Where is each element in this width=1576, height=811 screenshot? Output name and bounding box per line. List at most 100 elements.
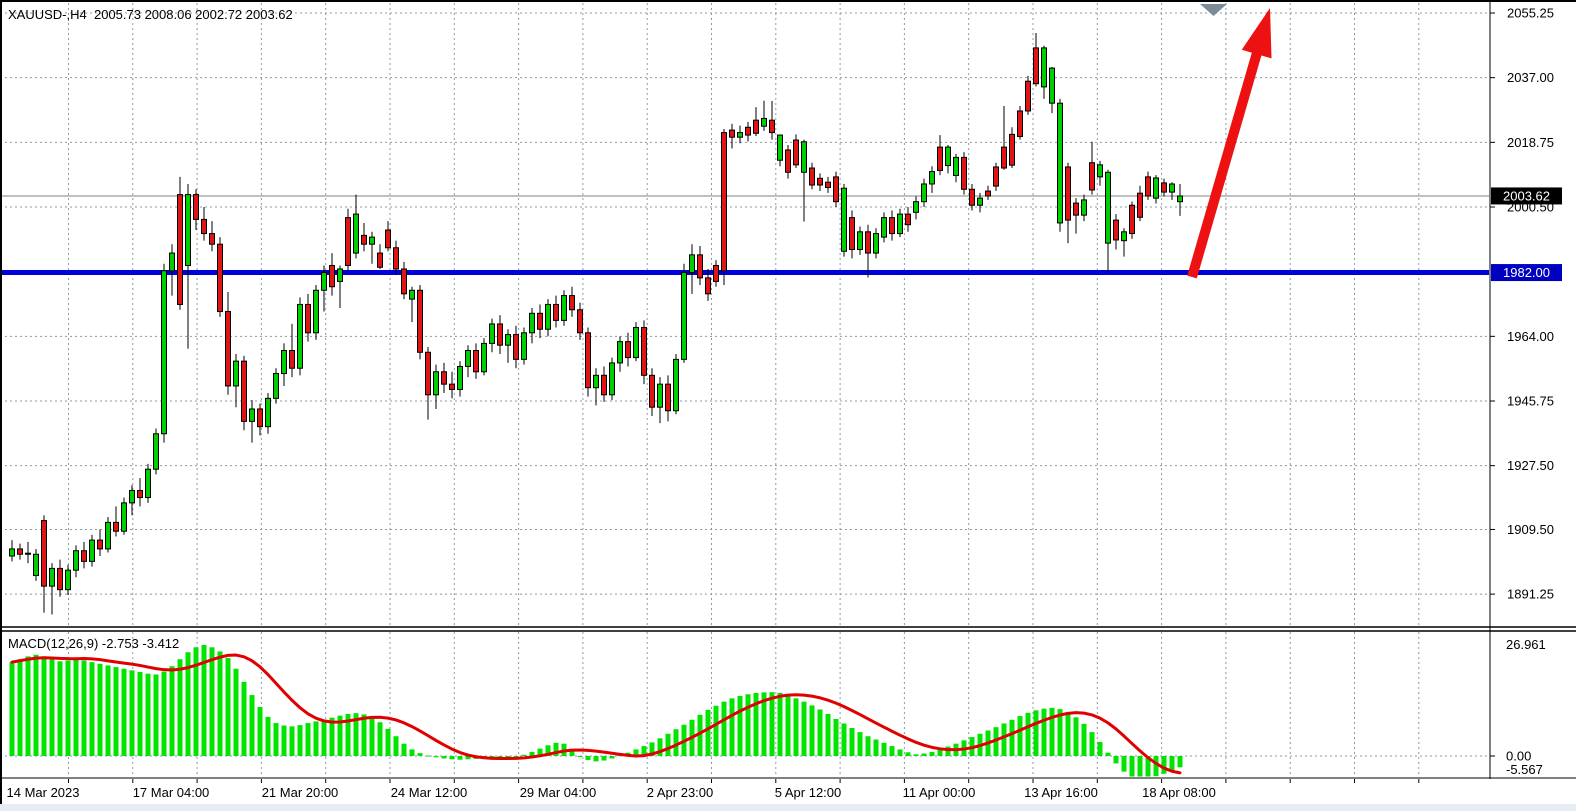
candle-body <box>993 166 999 187</box>
macd-bar <box>177 659 183 756</box>
candle-body <box>521 332 527 360</box>
macd-bar <box>257 707 263 756</box>
macd-bar <box>113 667 119 756</box>
candle-body <box>889 217 895 235</box>
macd-bar <box>513 756 519 757</box>
macd-bar <box>289 726 295 756</box>
candle-body <box>921 183 927 203</box>
macd-bar <box>1145 756 1151 777</box>
candle-body <box>1105 171 1111 244</box>
macd-bar <box>457 756 463 760</box>
candle-body <box>473 350 479 373</box>
candle-body <box>1161 182 1167 193</box>
candle-body <box>673 358 679 412</box>
candle-body <box>1065 166 1071 221</box>
macd-bar <box>345 714 351 756</box>
trend-arrow[interactable] <box>1187 8 1272 279</box>
macd-bar <box>369 717 375 756</box>
macd-bar <box>657 738 663 756</box>
macd-bar <box>233 668 239 756</box>
candle-body <box>697 254 703 279</box>
candle-body <box>185 194 191 266</box>
price-axis-bg[interactable] <box>1490 2 1576 779</box>
price-axis[interactable]: 2055.252037.002018.752000.501964.001945.… <box>1489 2 1576 779</box>
candle-body <box>217 243 223 313</box>
candle-body <box>9 548 15 557</box>
macd-bar <box>1177 756 1183 768</box>
macd-bar <box>1161 756 1167 774</box>
candle-body <box>953 156 959 176</box>
candle-body <box>593 374 599 389</box>
macd-bar <box>545 745 551 756</box>
candle-body <box>457 365 463 390</box>
current-price-badge <box>1491 187 1562 205</box>
macd-bar <box>1041 708 1047 756</box>
candle-body <box>1025 80 1031 112</box>
candlesticks <box>9 33 1183 615</box>
candle-body <box>209 233 215 245</box>
candle-body <box>897 213 903 235</box>
macd-bar <box>1113 756 1119 764</box>
candle-body <box>1153 177 1159 199</box>
candle-body <box>961 156 967 190</box>
arrow-shaft[interactable] <box>1187 45 1264 279</box>
candle-body <box>865 231 871 254</box>
candle-body <box>169 252 175 272</box>
candle-body <box>1033 47 1039 85</box>
candle-body <box>665 383 671 412</box>
candle-body <box>193 194 199 220</box>
macd-bar <box>1001 723 1007 756</box>
macd-bar <box>737 695 743 756</box>
macd-signal-line <box>10 653 1182 775</box>
candle-body <box>201 218 207 235</box>
macd-bar <box>73 658 79 756</box>
candle-body <box>817 177 823 186</box>
macd-bar <box>497 756 503 758</box>
arrow-head[interactable] <box>1241 8 1272 59</box>
candle-body <box>793 139 799 166</box>
current-price-badge-label: 2003.62 <box>1503 188 1550 203</box>
candle-body <box>1137 192 1143 218</box>
macd-bar <box>1121 756 1127 772</box>
macd-grid <box>0 632 1489 777</box>
candle-body <box>49 567 55 587</box>
candle-body <box>577 309 583 334</box>
macd-bar <box>9 662 15 756</box>
macd-bar <box>937 749 943 756</box>
candle-body <box>1121 231 1127 242</box>
chart-title-ohlc: XAUUSD-,H4 2005.73 2008.06 2002.72 2003.… <box>8 7 293 22</box>
candle-body <box>425 351 431 396</box>
candle-body <box>1081 199 1087 216</box>
candle-body <box>1129 204 1135 235</box>
candle-body <box>729 129 735 138</box>
time-axis[interactable]: 14 Mar 2023 17 Mar 04:00 21 Mar 20:00 24 Ma… <box>0 777 1576 800</box>
bottom-strip <box>0 804 1576 811</box>
macd-bar <box>209 647 215 756</box>
candle-body <box>625 341 631 359</box>
support-price-badge-label: 1982.00 <box>1503 265 1550 280</box>
candle-body <box>561 295 567 321</box>
macd-bar <box>1009 719 1015 756</box>
time-axis-label: 14 Mar 2023 <box>7 785 80 800</box>
price-axis-label: 1909.50 <box>1507 522 1554 537</box>
candle-body <box>1057 102 1063 224</box>
candle-body <box>553 303 559 321</box>
candle-body <box>569 295 575 311</box>
macd-bar <box>321 719 327 756</box>
macd-bar <box>913 754 919 756</box>
macd-bar <box>649 742 655 756</box>
macd-bar <box>89 662 95 756</box>
time-axis-label: 29 Mar 04:00 <box>520 785 597 800</box>
candle-body <box>1145 176 1151 197</box>
macd-bar <box>393 736 399 756</box>
macd-bar <box>585 756 591 761</box>
candle-body <box>145 468 151 499</box>
candle-body <box>833 176 839 203</box>
macd-bar <box>753 693 759 756</box>
price-axis-label: 1945.75 <box>1507 394 1554 409</box>
candle-body <box>801 141 807 173</box>
macd-bar <box>521 754 527 756</box>
candle-body <box>225 311 231 387</box>
